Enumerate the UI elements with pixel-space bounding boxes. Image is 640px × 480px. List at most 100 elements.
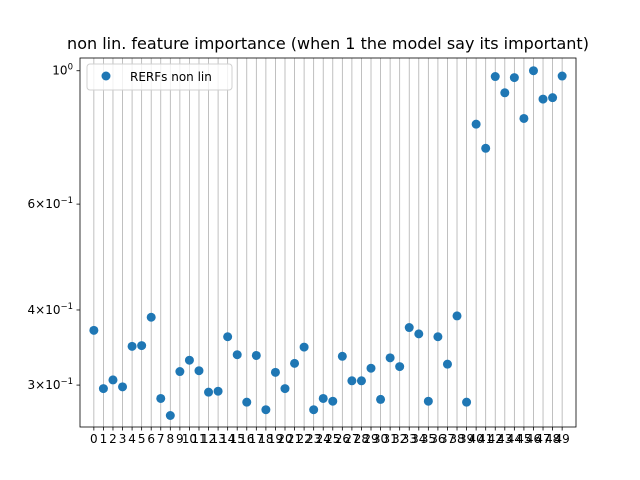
data-point bbox=[481, 143, 491, 153]
data-point bbox=[519, 113, 529, 123]
x-tick-label: 6 bbox=[147, 432, 155, 446]
data-point bbox=[261, 405, 271, 415]
x-tick-label: 18 bbox=[258, 432, 273, 446]
x-tick-label: 0 bbox=[90, 432, 98, 446]
x-tick-label: 45 bbox=[516, 432, 531, 446]
data-point bbox=[442, 359, 452, 369]
x-tick-label: 11 bbox=[191, 432, 206, 446]
data-point bbox=[108, 375, 118, 385]
data-point bbox=[509, 73, 519, 83]
data-point bbox=[404, 323, 414, 333]
x-tick-label: 37 bbox=[440, 432, 455, 446]
x-tick-label: 4 bbox=[128, 432, 136, 446]
x-tick-label: 42 bbox=[488, 432, 503, 446]
x-tick-label: 13 bbox=[210, 432, 225, 446]
x-tick-label: 30 bbox=[373, 432, 388, 446]
y-tick-label: 100 bbox=[52, 63, 73, 78]
data-point bbox=[471, 119, 481, 129]
legend-marker bbox=[101, 71, 111, 81]
x-tick-label: 39 bbox=[459, 432, 474, 446]
data-point bbox=[337, 351, 347, 361]
x-tick-label: 48 bbox=[545, 432, 560, 446]
legend-label: RERFs non lin bbox=[130, 70, 212, 84]
data-point bbox=[414, 329, 424, 339]
x-tick-label: 47 bbox=[535, 432, 550, 446]
x-tick-label: 12 bbox=[201, 432, 216, 446]
data-point bbox=[118, 382, 128, 392]
x-tick-label: 43 bbox=[497, 432, 512, 446]
x-tick-label: 19 bbox=[268, 432, 283, 446]
x-tick-label: 3 bbox=[119, 432, 127, 446]
x-tick-label: 21 bbox=[287, 432, 302, 446]
data-point bbox=[490, 72, 500, 82]
x-tick-label: 16 bbox=[239, 432, 254, 446]
data-point bbox=[318, 393, 328, 403]
data-point bbox=[538, 94, 548, 104]
data-point bbox=[462, 397, 472, 407]
data-point bbox=[175, 367, 185, 377]
x-tick-label: 41 bbox=[478, 432, 493, 446]
data-point bbox=[548, 93, 558, 103]
x-tick-label: 10 bbox=[182, 432, 197, 446]
data-point bbox=[156, 393, 166, 403]
data-point bbox=[184, 355, 194, 365]
data-point bbox=[328, 396, 338, 406]
x-tick-label: 15 bbox=[230, 432, 245, 446]
x-tick-label: 35 bbox=[421, 432, 436, 446]
x-tick-label: 9 bbox=[176, 432, 184, 446]
data-point bbox=[213, 386, 223, 396]
x-tick-label: 44 bbox=[507, 432, 522, 446]
data-point bbox=[376, 394, 386, 404]
data-point bbox=[127, 341, 137, 351]
data-point bbox=[165, 411, 175, 421]
x-tick-label: 29 bbox=[363, 432, 378, 446]
plot-frame bbox=[79, 57, 577, 428]
data-point bbox=[194, 366, 204, 376]
data-point bbox=[452, 311, 462, 321]
data-point bbox=[366, 363, 376, 373]
x-tick-label: 24 bbox=[316, 432, 331, 446]
data-point bbox=[395, 362, 405, 372]
data-points bbox=[89, 66, 567, 421]
x-tick-label: 14 bbox=[220, 432, 235, 446]
x-tick-label: 28 bbox=[354, 432, 369, 446]
data-point bbox=[204, 387, 214, 397]
data-point bbox=[270, 367, 280, 377]
data-point bbox=[232, 350, 242, 360]
x-tick-label: 20 bbox=[277, 432, 292, 446]
data-point bbox=[500, 88, 510, 98]
grid-lines bbox=[93, 58, 563, 427]
x-tick-label: 5 bbox=[138, 432, 146, 446]
data-point bbox=[299, 342, 309, 352]
data-point bbox=[242, 397, 252, 407]
data-point bbox=[557, 71, 567, 81]
data-point bbox=[137, 341, 147, 351]
x-tick-label: 22 bbox=[296, 432, 311, 446]
data-point bbox=[223, 332, 233, 342]
data-point bbox=[356, 376, 366, 386]
x-tick-label: 31 bbox=[382, 432, 397, 446]
legend: RERFs non lin bbox=[86, 63, 233, 91]
x-tick-label: 7 bbox=[157, 432, 165, 446]
y-axis-ticks: 3×10−1 4×10−1 6×10−1 100 bbox=[28, 63, 80, 392]
x-tick-label: 17 bbox=[249, 432, 264, 446]
x-tick-label: 40 bbox=[468, 432, 483, 446]
x-tick-label: 1 bbox=[100, 432, 108, 446]
x-tick-label: 38 bbox=[449, 432, 464, 446]
data-point bbox=[528, 66, 538, 76]
x-tick-label: 36 bbox=[430, 432, 445, 446]
x-tick-label: 34 bbox=[411, 432, 426, 446]
y-tick-label: 3×10−1 bbox=[28, 377, 74, 392]
data-point bbox=[146, 312, 156, 322]
data-point bbox=[423, 396, 433, 406]
data-point bbox=[433, 332, 443, 342]
x-tick-label: 49 bbox=[555, 432, 570, 446]
x-tick-label: 26 bbox=[335, 432, 350, 446]
data-point bbox=[290, 358, 300, 368]
x-tick-label: 8 bbox=[166, 432, 174, 446]
chart-title: non lin. feature importance (when 1 the … bbox=[67, 34, 589, 53]
data-point bbox=[385, 353, 395, 363]
data-point bbox=[309, 405, 319, 415]
data-point bbox=[98, 384, 108, 394]
